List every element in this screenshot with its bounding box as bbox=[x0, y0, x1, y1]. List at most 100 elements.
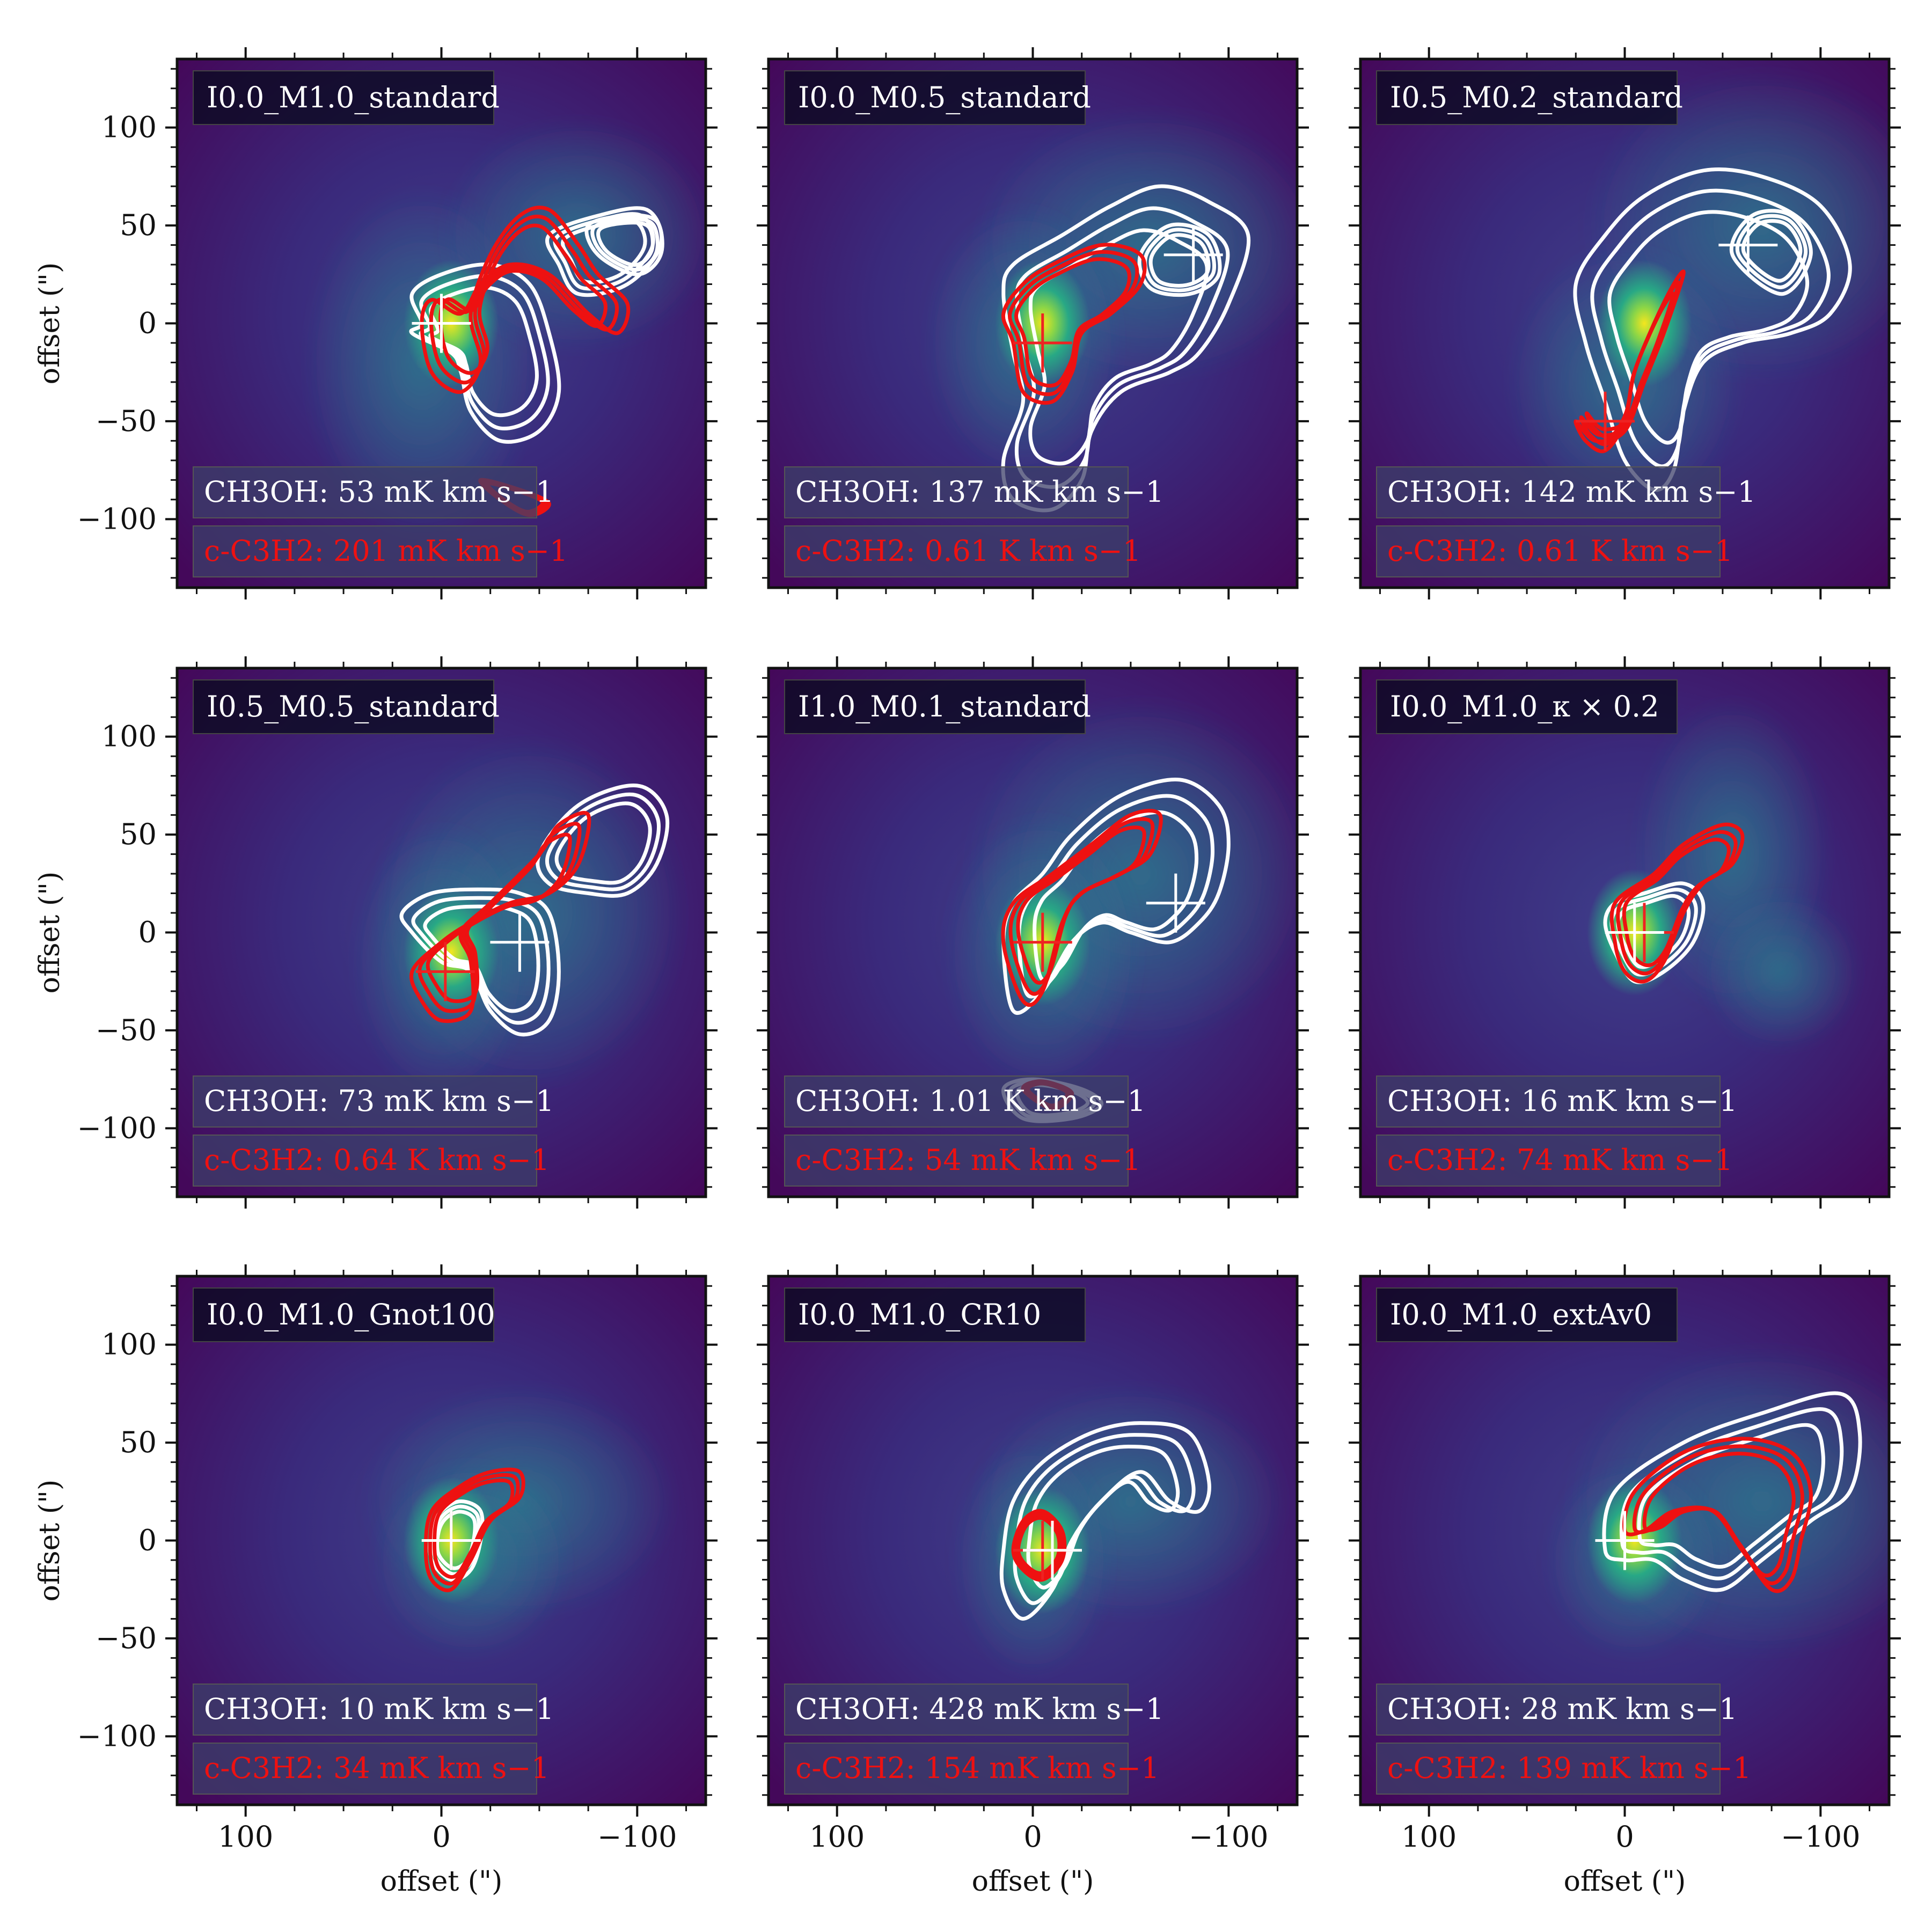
c3h2-contour bbox=[1001, 243, 1147, 405]
ch3oh-label-text: CH3OH: 137 mK km s−1 bbox=[795, 475, 1164, 509]
ch3oh-contour bbox=[1017, 794, 1215, 999]
c3h2-label-text: c-C3H2: 0.64 K km s−1 bbox=[204, 1143, 550, 1177]
c3h2-contour bbox=[429, 214, 619, 385]
title-box bbox=[1376, 679, 1678, 734]
ch3oh-contour bbox=[561, 217, 647, 284]
ch3oh-contour bbox=[999, 1421, 1211, 1621]
ch3oh-contour bbox=[1148, 233, 1211, 288]
ch3oh-label-box bbox=[193, 1075, 537, 1128]
ch3oh-label: CH3OH: 137 mK km s−1 bbox=[784, 466, 1164, 518]
y-tick-label: 0 bbox=[138, 916, 157, 949]
ticks bbox=[757, 47, 1309, 599]
ch3oh-label-box bbox=[1376, 1075, 1721, 1128]
ticks bbox=[757, 656, 1309, 1209]
ch3oh-label-box bbox=[1376, 466, 1721, 518]
ch3oh-label-text: CH3OH: 142 mK km s−1 bbox=[1387, 475, 1756, 509]
ticks bbox=[1349, 1264, 1901, 1817]
panel-3: I0.5_M0.2_standard CH3OH: 142 mK km s−1 c-… bbox=[1349, 47, 1901, 599]
c3h2-label-box bbox=[193, 1743, 537, 1795]
ch3oh-contour bbox=[545, 792, 661, 891]
ch3oh-contour bbox=[545, 206, 664, 297]
y-tick-label: 50 bbox=[120, 208, 157, 242]
title-box bbox=[784, 1287, 1086, 1342]
ticks bbox=[1349, 656, 1901, 1209]
c3h2-label: c-C3H2: 0.61 K km s−1 bbox=[1376, 525, 1733, 577]
c3h2-contour bbox=[1011, 1509, 1067, 1582]
c3h2-label-text: c-C3H2: 74 mK km s−1 bbox=[1387, 1143, 1733, 1177]
c3h2-label: c-C3H2: 34 mK km s−1 bbox=[193, 1743, 550, 1795]
c3h2-label-box bbox=[1376, 525, 1721, 577]
ch3oh-label-box bbox=[784, 466, 1129, 518]
c3h2-label-box bbox=[1376, 1135, 1721, 1187]
ticks bbox=[757, 1264, 1309, 1817]
panel-title: I0.0_M0.5_standard bbox=[784, 70, 1091, 125]
c3h2-contour bbox=[1622, 837, 1731, 968]
ch3oh-contour bbox=[1013, 1433, 1196, 1605]
panel-6: I0.0_M1.0_κ × 0.2 CH3OH: 16 mK km s−1 c-C3… bbox=[1349, 656, 1901, 1209]
y-axis-title: offset (") bbox=[34, 872, 66, 994]
ch3oh-label: CH3OH: 10 mK km s−1 bbox=[193, 1684, 554, 1736]
ch3oh-label: CH3OH: 73 mK km s−1 bbox=[193, 1075, 554, 1128]
y-axis-title: offset (") bbox=[34, 262, 66, 385]
y-tick-label: 100 bbox=[101, 1328, 157, 1362]
c3h2-label: c-C3H2: 139 mK km s−1 bbox=[1376, 1743, 1751, 1795]
c3h2-label: c-C3H2: 74 mK km s−1 bbox=[1376, 1135, 1733, 1187]
c3h2-label-text: c-C3H2: 0.61 K km s−1 bbox=[1387, 534, 1733, 568]
c3h2-label: c-C3H2: 0.64 K km s−1 bbox=[193, 1135, 550, 1187]
panel-2: I0.0_M0.5_standard CH3OH: 137 mK km s−1 c-… bbox=[757, 47, 1309, 599]
c3h2-contour bbox=[426, 832, 572, 1003]
ch3oh-label-text: CH3OH: 428 mK km s−1 bbox=[795, 1692, 1164, 1726]
c3h2-contour bbox=[423, 1467, 525, 1592]
y-tick-label: −100 bbox=[77, 502, 157, 536]
ticks bbox=[165, 1264, 718, 1817]
title-box bbox=[193, 1287, 494, 1342]
ch3oh-label-box bbox=[784, 1684, 1129, 1736]
ch3oh-contour bbox=[1619, 1407, 1844, 1580]
panel-title: I0.0_M1.0_extAv0 bbox=[1376, 1287, 1678, 1342]
panel-title-text: I0.0_M1.0_standard bbox=[207, 80, 500, 114]
ch3oh-contour bbox=[536, 784, 670, 898]
c3h2-contour bbox=[1016, 1516, 1062, 1575]
emission-blob bbox=[1703, 893, 1860, 1050]
y-tick-label: −50 bbox=[96, 404, 157, 438]
x-tick-label: −100 bbox=[1189, 1820, 1268, 1854]
c3h2-contour bbox=[432, 1478, 515, 1579]
c3h2-label-box bbox=[193, 525, 537, 577]
y-axis-title: offset (") bbox=[34, 1480, 66, 1602]
x-tick-label: −100 bbox=[1781, 1820, 1860, 1854]
x-tick-label: 0 bbox=[1615, 1820, 1634, 1854]
panel-title: I0.5_M0.2_standard bbox=[1376, 70, 1683, 125]
x-tick-label: 100 bbox=[809, 1820, 865, 1854]
panel-title-text: I0.5_M0.5_standard bbox=[207, 690, 500, 723]
title-box bbox=[784, 679, 1086, 734]
x-tick-label: 100 bbox=[218, 1820, 273, 1854]
ch3oh-label-text: CH3OH: 28 mK km s−1 bbox=[1387, 1692, 1737, 1726]
c3h2-contour bbox=[428, 1473, 520, 1586]
ch3oh-label-text: CH3OH: 73 mK km s−1 bbox=[204, 1084, 554, 1118]
title-box bbox=[784, 70, 1086, 125]
ticks bbox=[165, 47, 718, 599]
y-tick-label: 0 bbox=[138, 306, 157, 340]
panel-7: I0.0_M1.0_Gnot100 CH3OH: 10 mK km s−1 c-C3… bbox=[77, 1264, 718, 1854]
ch3oh-label: CH3OH: 428 mK km s−1 bbox=[784, 1684, 1164, 1736]
panel-title-text: I0.0_M0.5_standard bbox=[798, 80, 1091, 114]
ch3oh-contour bbox=[1137, 222, 1222, 297]
x-tick-label: 0 bbox=[1023, 1820, 1042, 1854]
ch3oh-contour bbox=[1607, 210, 1810, 445]
panel-title: I0.0_M1.0_CR10 bbox=[784, 1287, 1086, 1342]
panel-1: I0.0_M1.0_standard CH3OH: 53 mK km s−1 c-C… bbox=[77, 47, 718, 599]
ch3oh-label-text: CH3OH: 10 mK km s−1 bbox=[204, 1692, 554, 1726]
ch3oh-contour bbox=[409, 262, 561, 444]
ch3oh-label: CH3OH: 53 mK km s−1 bbox=[193, 466, 554, 518]
ch3oh-label-text: CH3OH: 1.01 K km s−1 bbox=[795, 1084, 1146, 1118]
ch3oh-contour bbox=[1741, 219, 1803, 283]
c3h2-label-box bbox=[193, 1135, 537, 1187]
x-axis-title: offset (") bbox=[972, 1865, 1094, 1898]
x-tick-label: −100 bbox=[597, 1820, 677, 1854]
panel-5: I1.0_M0.1_standard CH3OH: 1.01 K km s−1 c-… bbox=[757, 656, 1309, 1209]
ch3oh-contour bbox=[419, 274, 550, 430]
c3h2-contour bbox=[1642, 1451, 1796, 1578]
c3h2-label-box bbox=[784, 1135, 1129, 1187]
ch3oh-label: CH3OH: 1.01 K km s−1 bbox=[784, 1075, 1146, 1128]
